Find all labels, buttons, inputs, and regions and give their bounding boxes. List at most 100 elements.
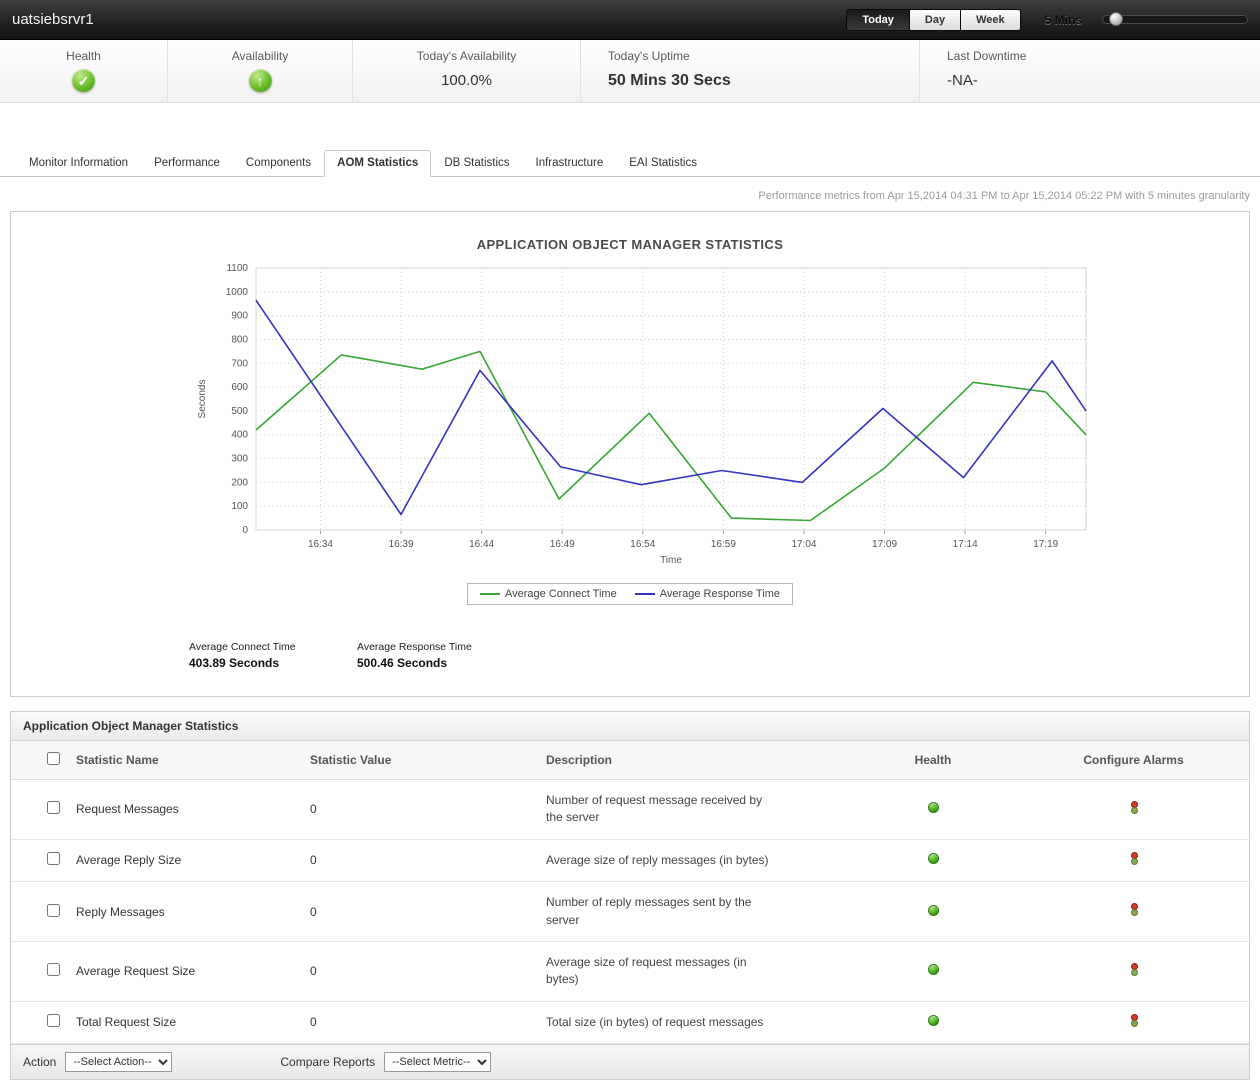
row-checkbox[interactable]	[47, 903, 60, 917]
metrics-info-text: Performance metrics from Apr 15,2014 04:…	[758, 190, 1250, 202]
connect-time-line-swatch	[480, 593, 501, 595]
tab-aom-statistics[interactable]: AOM Statistics	[324, 150, 432, 177]
svg-text:800: 800	[231, 334, 248, 345]
svg-text:16:34: 16:34	[308, 539, 333, 550]
tab-infrastructure[interactable]: Infrastructure	[535, 157, 604, 169]
summary-response-time-value: 500.46 Seconds	[357, 656, 448, 670]
action-select[interactable]: --Select Action--	[65, 1052, 173, 1073]
statistic-description: Total size (in bytes) of request message…	[546, 1014, 764, 1029]
statistic-description: Average size of reply messages (in bytes…	[546, 852, 769, 867]
column-description: Description	[538, 741, 848, 780]
legend-label-connect-time: Average Connect Time	[505, 588, 617, 600]
row-checkbox[interactable]	[47, 852, 60, 866]
configure-alarm-icon[interactable]	[1129, 1013, 1138, 1028]
column-health: Health	[848, 741, 1018, 780]
summary-response-time: Average Response Time 500.46 Seconds	[357, 641, 525, 670]
summary-response-time-label: Average Response Time	[357, 641, 472, 653]
health-status-icon	[927, 1015, 939, 1027]
svg-text:600: 600	[231, 382, 248, 393]
status-cell-todays-uptime: Today's Uptime 50 Mins 30 Secs	[581, 40, 920, 102]
configure-alarm-icon[interactable]	[1129, 962, 1138, 977]
tab-db-statistics[interactable]: DB Statistics	[444, 157, 510, 169]
tab-components[interactable]: Components	[245, 157, 312, 169]
column-configure-alarms: Configure Alarms	[1018, 741, 1249, 780]
tab-monitor-information[interactable]: Monitor Information	[29, 157, 129, 169]
status-cell-health: Health ✓	[0, 40, 168, 102]
svg-text:1100: 1100	[226, 263, 248, 274]
page-title: uatsiebsrvr1	[12, 11, 94, 28]
legend-item-response-time: Average Response Time	[634, 588, 780, 600]
statistics-table: Statistic Name Statistic Value Descripti…	[11, 741, 1249, 1045]
status-cell-last-downtime: Last Downtime -NA-	[920, 40, 1260, 102]
tab-performance[interactable]: Performance	[154, 157, 220, 169]
svg-text:17:19: 17:19	[1033, 539, 1058, 550]
column-statistic-name: Statistic Name	[68, 741, 302, 780]
todays-uptime-value: 50 Mins 30 Secs	[608, 72, 731, 89]
svg-text:16:44: 16:44	[469, 539, 494, 550]
table-row: Reply Messages 0 Number of reply message…	[11, 881, 1249, 942]
table-row: Average Reply Size 0 Average size of rep…	[11, 839, 1249, 883]
table-row: Total Request Size 0 Total size (in byte…	[11, 1001, 1249, 1045]
configure-alarm-icon[interactable]	[1129, 800, 1138, 815]
chart-summary: Average Connect Time 403.89 Seconds Aver…	[189, 641, 1249, 670]
chart-title: APPLICATION OBJECT MANAGER STATISTICS	[476, 237, 784, 252]
configure-alarm-icon[interactable]	[1129, 851, 1138, 866]
period-button-day[interactable]: Day	[909, 8, 962, 31]
svg-text:200: 200	[231, 477, 248, 488]
period-button-week[interactable]: Week	[961, 8, 1021, 31]
table-row: Average Request Size 0 Average size of r…	[11, 941, 1249, 1002]
statistic-name: Average Reply Size	[68, 839, 302, 883]
topbar: uatsiebsrvr1 Today Day Week 5 Mins	[0, 0, 1260, 40]
tab-bar: Monitor Information Performance Componen…	[0, 149, 1260, 177]
todays-availability-value: 100.0%	[441, 72, 492, 89]
slider-knob-icon[interactable]	[1109, 12, 1123, 26]
svg-text:300: 300	[231, 454, 248, 465]
row-checkbox[interactable]	[47, 1014, 60, 1028]
health-status-icon	[927, 802, 939, 814]
statistic-value: 0	[302, 1001, 538, 1045]
svg-text:700: 700	[231, 358, 248, 369]
statistic-description: Average size of request messages (in byt…	[546, 954, 747, 987]
period-button-today[interactable]: Today	[846, 8, 910, 31]
time-zoom-slider[interactable]	[1102, 12, 1248, 26]
row-checkbox[interactable]	[47, 963, 60, 977]
svg-text:16:54: 16:54	[630, 539, 655, 550]
legend-label-response-time: Average Response Time	[659, 588, 780, 600]
last-downtime-label: Last Downtime	[947, 49, 1027, 63]
granularity-label: 5 Mins	[1044, 12, 1082, 27]
status-cell-todays-availability: Today's Availability 100.0%	[353, 40, 581, 102]
legend-item-connect-time: Average Connect Time	[480, 588, 617, 600]
tab-eai-statistics[interactable]: EAI Statistics	[629, 157, 697, 169]
svg-text:900: 900	[231, 311, 248, 322]
configure-alarm-icon[interactable]	[1129, 903, 1138, 917]
compare-reports-label: Compare Reports	[280, 1055, 376, 1070]
line-chart: 0 100 200 300 400 500 600 700 800 900 1000 1100 16:3…	[197, 263, 1087, 566]
svg-text:Seconds: Seconds	[197, 380, 208, 419]
statistic-description: Number of request message received by th…	[546, 793, 763, 825]
status-cell-availability: Availability ↑	[168, 40, 353, 102]
svg-text:1000: 1000	[226, 287, 249, 298]
svg-text:16:49: 16:49	[550, 539, 575, 550]
statistic-value: 0	[302, 839, 538, 883]
svg-text:17:09: 17:09	[872, 539, 897, 550]
svg-text:16:39: 16:39	[389, 539, 414, 550]
health-status-icon	[927, 904, 939, 916]
response-time-line-swatch	[634, 593, 655, 595]
summary-connect-time-label: Average Connect Time	[189, 641, 296, 653]
summary-connect-time-value: 403.89 Seconds	[189, 656, 280, 670]
availability-up-icon: ↑	[248, 69, 272, 92]
health-label: Health	[66, 49, 101, 63]
svg-text:Time: Time	[660, 555, 682, 566]
svg-text:0: 0	[242, 525, 248, 536]
period-toggle-group: Today Day Week	[846, 8, 1021, 31]
compare-metric-select[interactable]: --Select Metric--	[384, 1052, 492, 1073]
svg-text:17:14: 17:14	[953, 539, 978, 550]
statistic-description: Number of reply messages sent by the ser…	[546, 895, 752, 927]
svg-text:17:04: 17:04	[791, 539, 816, 550]
statistic-value: 0	[302, 881, 538, 942]
row-checkbox[interactable]	[47, 801, 60, 815]
last-downtime-value: -NA-	[947, 72, 978, 89]
select-all-checkbox[interactable]	[47, 752, 60, 765]
statistic-name: Reply Messages	[68, 881, 302, 942]
table-row: Request Messages 0 Number of request mes…	[11, 779, 1249, 840]
